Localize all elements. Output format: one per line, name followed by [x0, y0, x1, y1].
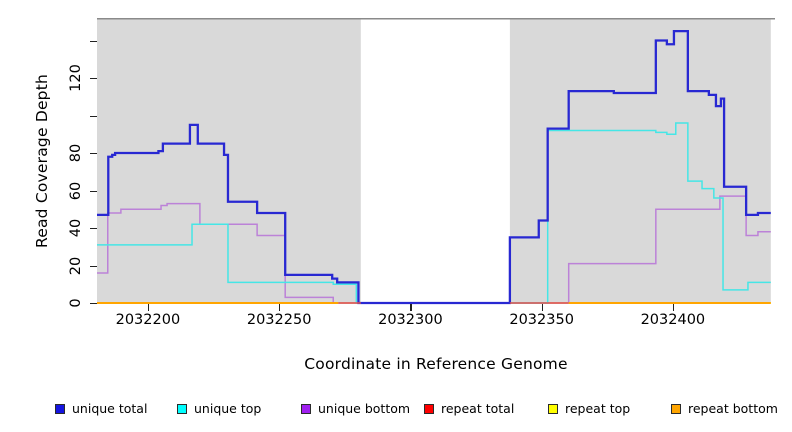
y-tick-mark	[90, 40, 97, 42]
y-tick-mark	[90, 265, 97, 267]
x-tick-mark	[541, 304, 543, 311]
x-tick-label: 2032350	[509, 312, 574, 328]
x-tick-label: 2032200	[115, 312, 181, 328]
x-tick-mark	[279, 304, 281, 311]
y-tick-label: 20	[68, 256, 84, 275]
data-region-background	[509, 18, 771, 303]
legend-swatch-icon	[424, 404, 434, 414]
y-tick-mark	[90, 303, 97, 305]
legend-label: unique bottom	[318, 401, 411, 416]
legend-swatch-icon	[301, 404, 311, 414]
legend-swatch-icon	[548, 404, 558, 414]
legend-label: repeat top	[565, 401, 631, 416]
y-tick-label: 120	[68, 64, 84, 92]
legend-swatch-icon	[671, 404, 681, 414]
y-tick-mark	[90, 228, 97, 230]
legend-swatch-icon	[177, 404, 187, 414]
legend-label: repeat total	[441, 401, 515, 416]
y-tick-mark	[90, 190, 97, 192]
y-tick-mark	[90, 78, 97, 80]
legend-label: unique total	[72, 401, 148, 416]
y-tick-label: 80	[68, 143, 84, 163]
x-tick-label: 2032300	[378, 312, 443, 328]
legend-label: unique top	[194, 401, 262, 416]
legend-swatch-icon	[55, 404, 65, 414]
x-tick-label: 2032400	[640, 312, 706, 328]
chart-canvas	[97, 18, 775, 305]
y-tick-label: 40	[68, 218, 84, 238]
y-tick-label: 60	[68, 181, 84, 200]
y-axis-title: Read Coverage Depth	[33, 73, 51, 249]
plot-area	[97, 18, 775, 305]
x-tick-mark	[147, 304, 150, 311]
series-unique-total	[97, 29, 771, 305]
y-tick-mark	[90, 115, 97, 117]
x-tick-mark	[672, 304, 675, 311]
x-tick-mark	[410, 304, 412, 311]
legend-label: repeat bottom	[688, 401, 778, 416]
y-tick-mark	[90, 153, 97, 155]
series-unique-top	[97, 122, 771, 304]
y-tick-label: 0	[68, 298, 84, 308]
x-tick-label: 2032250	[246, 312, 312, 328]
x-axis-title: Coordinate in Reference Genome	[304, 355, 568, 373]
